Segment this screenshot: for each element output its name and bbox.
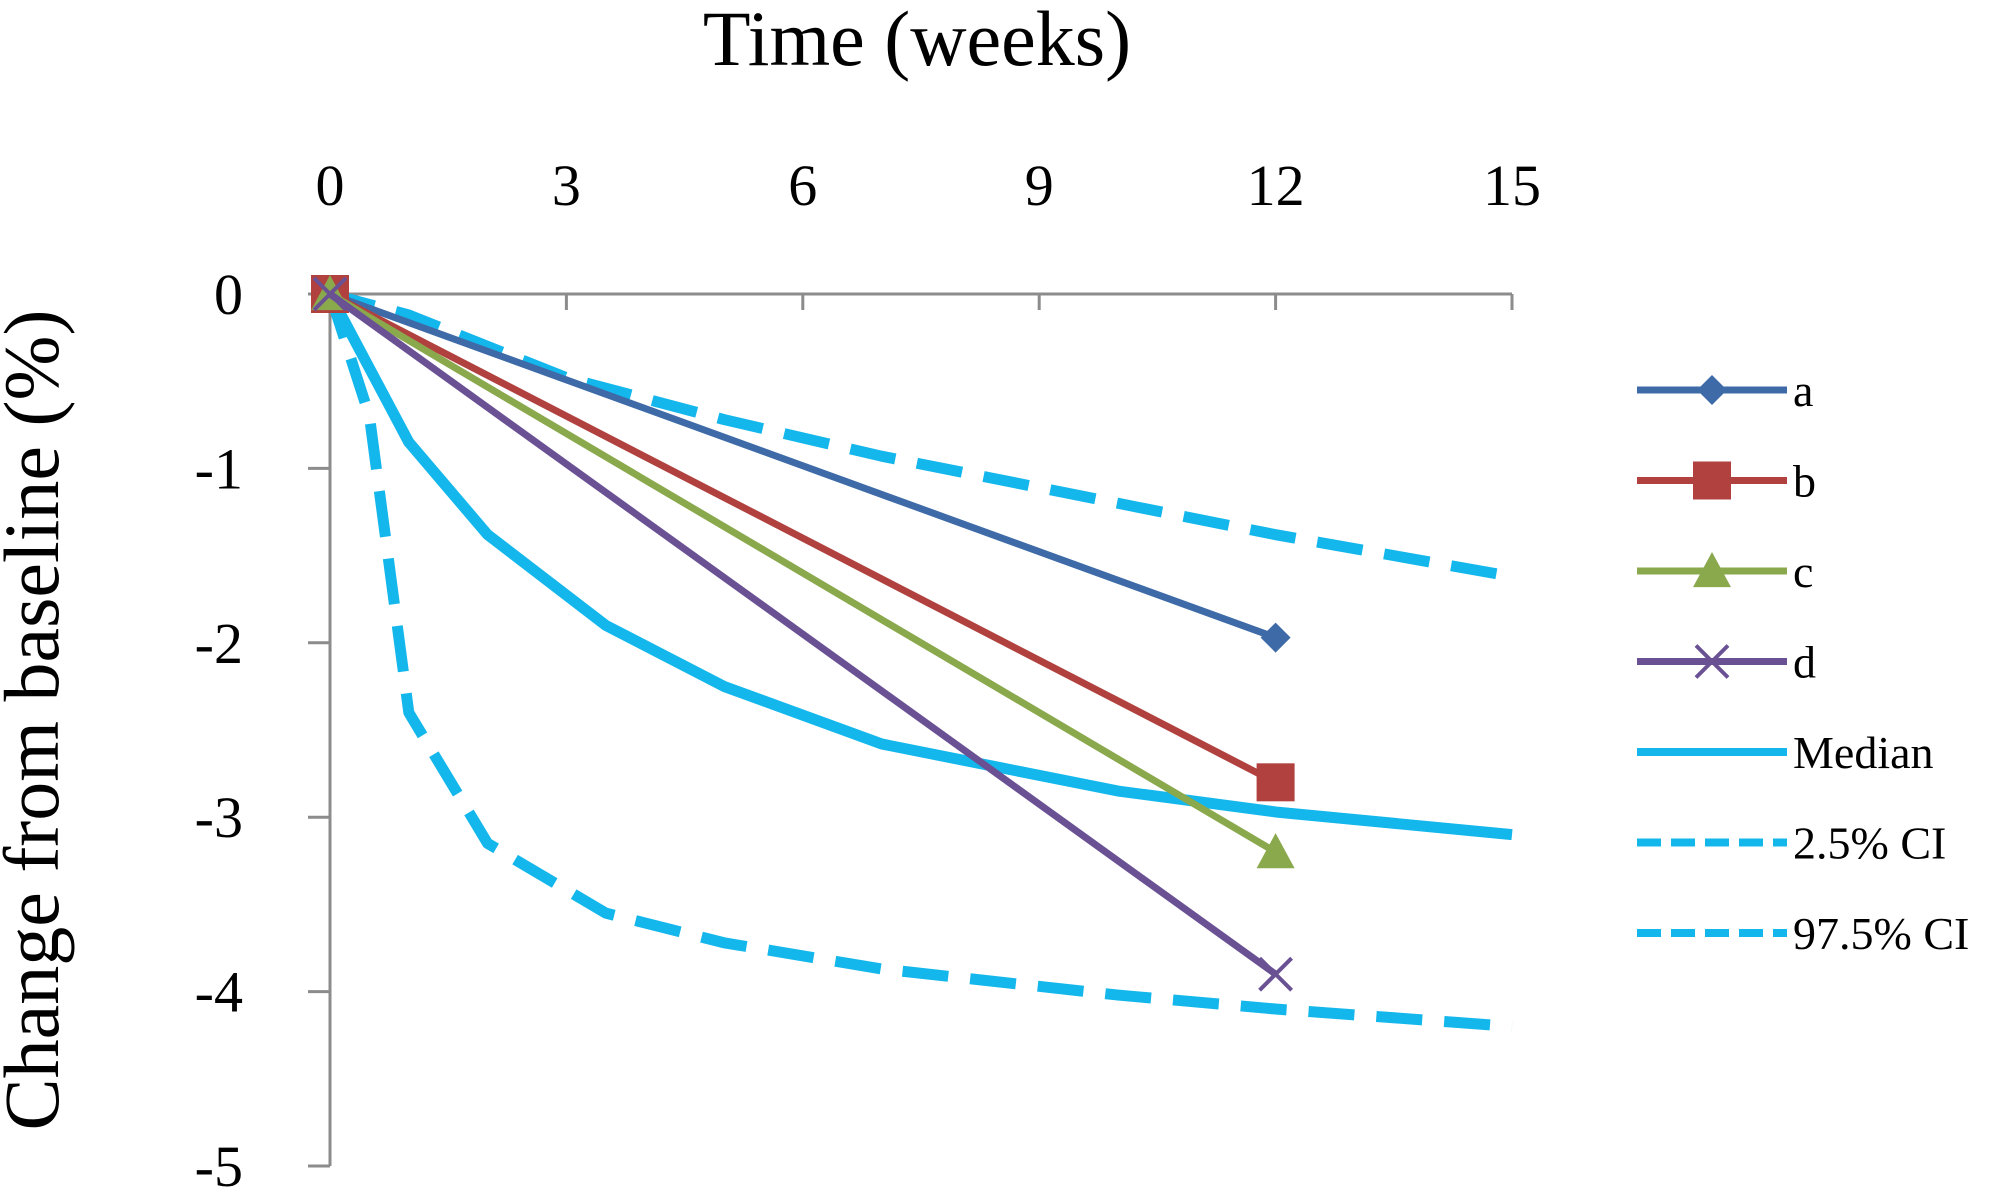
series-line <box>328 290 1277 641</box>
legend-marker <box>1697 375 1727 405</box>
series-line <box>325 291 1513 841</box>
legend-item-a: a <box>1637 365 1813 416</box>
legend-label: 97.5% CI <box>1793 908 1969 959</box>
legend-item-d: d <box>1637 637 1816 688</box>
data-point <box>312 276 348 312</box>
data-point <box>1256 833 1295 869</box>
series-d <box>312 276 1294 992</box>
series-2-5-ci <box>324 292 1513 1032</box>
legend-item-2-5-ci: 2.5% CI <box>1637 818 1946 869</box>
y-tick-label: 0 <box>214 262 243 327</box>
x-axis-title: Time (weeks) <box>703 0 1131 82</box>
series-97-5-ci <box>328 288 1513 582</box>
x-tick-label: 15 <box>1483 153 1541 218</box>
legend-label: 2.5% CI <box>1793 818 1946 869</box>
data-point <box>1260 622 1291 653</box>
legend-item-c: c <box>1637 546 1813 597</box>
marker-stroke <box>1694 644 1730 679</box>
y-tick-label: -3 <box>195 785 243 850</box>
y-tick-label: -5 <box>195 1134 243 1199</box>
legend-label: d <box>1793 637 1816 688</box>
legend-item-b: b <box>1637 456 1816 507</box>
legend-marker <box>1693 552 1731 588</box>
axes: 0 3 6 9 12 15 0 -1 -2 -3 -4 -5 <box>195 153 1541 1199</box>
x-tick-label: 6 <box>788 153 817 218</box>
x-tick-label: 9 <box>1025 153 1054 218</box>
legend-marker <box>1693 461 1731 500</box>
legend-item-median: Median <box>1637 727 1934 778</box>
data-point <box>1256 763 1295 802</box>
legend-label: c <box>1793 546 1813 597</box>
marker-stroke <box>312 276 348 312</box>
x-tick-label: 3 <box>552 153 581 218</box>
y-tick-label: -1 <box>195 436 243 501</box>
legend-item-97-5-ci: 97.5% CI <box>1637 908 1969 959</box>
legend-marker <box>1694 644 1730 679</box>
series-line <box>328 288 1513 582</box>
series-layer <box>311 275 1513 1032</box>
series-line <box>327 291 1278 978</box>
x-tick-label: 12 <box>1247 153 1305 218</box>
series-line <box>328 290 1278 856</box>
series-line <box>324 292 1513 1032</box>
x-tick-label: 0 <box>316 153 345 218</box>
legend-label: a <box>1793 365 1813 416</box>
data-point <box>1258 956 1294 992</box>
y-tick-label: -2 <box>195 611 243 676</box>
legend-label: b <box>1793 456 1816 507</box>
y-axis-title: Change from baseline (%) <box>0 310 75 1131</box>
y-tick-label: -4 <box>195 960 243 1025</box>
marker-stroke <box>1258 956 1294 992</box>
series-median <box>325 291 1513 841</box>
series-line <box>328 290 1278 786</box>
series-b <box>311 275 1295 802</box>
legend-label: Median <box>1793 727 1934 778</box>
